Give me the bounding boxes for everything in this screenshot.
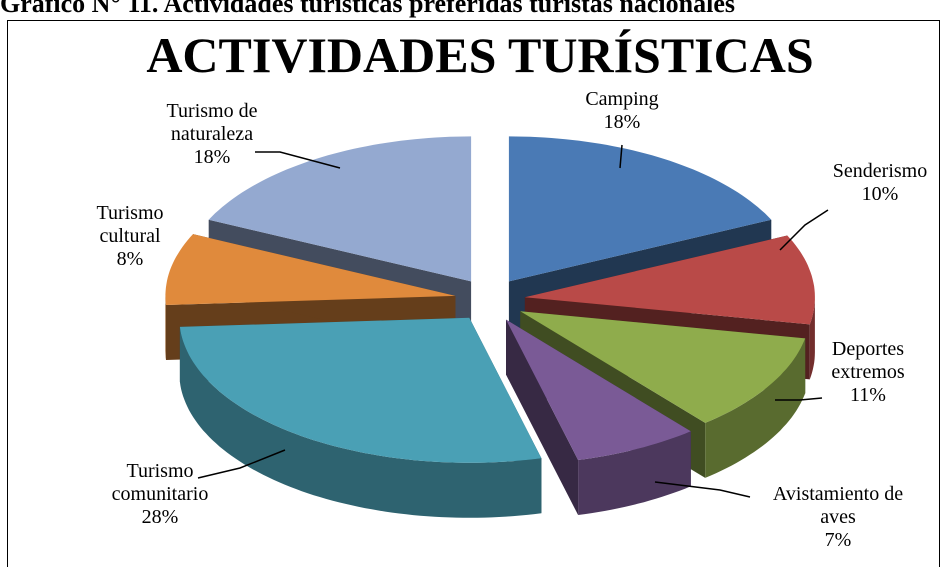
leader-line [775,397,823,401]
data-label: Deportes extremos 11% [808,338,928,407]
data-label: Turismo cultural 8% [70,202,190,271]
category-label: Deportes extremos [831,338,905,383]
data-label: Camping 18% [562,88,682,134]
slice [179,317,542,463]
slice [506,319,691,460]
value-label: 10% [861,183,899,205]
slice-side [506,319,579,515]
category-label: Turismo comunitario [111,460,209,505]
chart-title: ACTIVIDADES TURÍSTICAS [146,27,813,83]
slice-wall [165,295,166,360]
leader-line [779,209,829,251]
leader-lines [197,144,829,498]
caption: Gráfico N° 11. Actividades turísticas pr… [0,0,735,18]
category-label: Camping [585,88,659,110]
slice-wall [578,431,691,515]
slice-wall [179,326,542,518]
category-label: Senderismo [832,160,928,182]
slice [506,319,691,515]
data-label: Turismo de naturaleza 18% [127,100,297,169]
slice [208,136,472,282]
value-label: 28% [141,506,179,528]
slice [165,234,456,305]
data-label: Senderismo 10% [805,160,947,206]
slice [524,235,815,325]
category-label: Turismo de naturaleza [166,100,258,145]
data-label: Avistamiento de aves 7% [753,483,923,552]
leader-line [197,449,286,479]
value-label: 18% [603,111,641,133]
slice [520,311,806,423]
value-label: 8% [116,248,144,270]
value-label: 18% [193,146,231,168]
category-label: Avistamiento de aves [772,483,904,528]
leader-line [619,144,623,169]
category-label: Turismo cultural [96,202,164,247]
leader-line [255,151,341,169]
slice [179,317,542,518]
data-label: Turismo comunitario 28% [80,460,240,529]
slice-wall [705,338,806,478]
value-label: 11% [850,384,886,406]
pie [165,136,815,518]
value-label: 7% [824,529,852,551]
leader-line [654,481,751,498]
chart-border [7,20,940,567]
slice [508,136,772,282]
slice-wall [809,297,815,380]
